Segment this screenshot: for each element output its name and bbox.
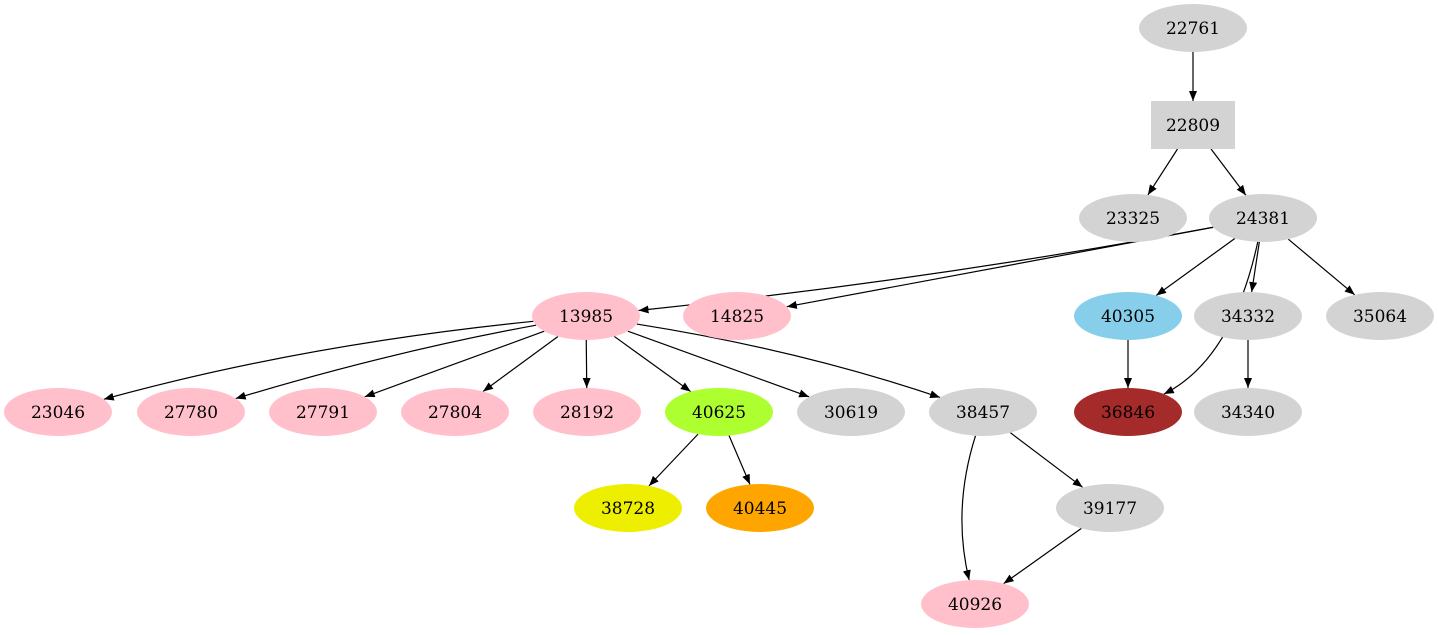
node-label: 14825 [710, 307, 764, 327]
edge-13985-30619 [627, 330, 810, 398]
node-shape [4, 388, 112, 436]
edge-24381-40305 [1155, 237, 1236, 297]
node-23046[interactable]: 23046 [4, 388, 112, 436]
node-label: 38457 [956, 403, 1010, 423]
node-shape [1139, 4, 1247, 52]
node-shape [574, 484, 682, 532]
edge-13985-27791 [364, 330, 545, 398]
node-40445[interactable]: 40445 [706, 484, 814, 532]
node-label: 36846 [1101, 403, 1155, 423]
node-30619[interactable]: 30619 [797, 388, 905, 436]
node-34340[interactable]: 34340 [1194, 388, 1302, 436]
node-shape [665, 388, 773, 436]
node-23325[interactable]: 23325 [1079, 194, 1187, 242]
node-shape [1079, 194, 1187, 242]
node-24381[interactable]: 24381 [1209, 194, 1317, 242]
edge-13985-40625 [613, 335, 692, 393]
node-shape [921, 580, 1029, 628]
node-34332[interactable]: 34332 [1194, 292, 1302, 340]
node-label: 30619 [824, 403, 878, 423]
node-40305[interactable]: 40305 [1074, 292, 1182, 340]
edge-40625-40445 [728, 435, 751, 485]
edge-13985-23046 [103, 320, 534, 401]
edge-39177-40926 [1003, 527, 1082, 585]
node-shape [706, 484, 814, 532]
node-label: 40445 [733, 499, 787, 519]
node-14825[interactable]: 14825 [683, 292, 791, 340]
node-shape [1194, 388, 1302, 436]
node-label: 39177 [1083, 499, 1137, 519]
node-label: 34340 [1221, 403, 1275, 423]
node-shape [1074, 292, 1182, 340]
node-label: 27780 [164, 403, 218, 423]
node-shape [797, 388, 905, 436]
node-label: 22761 [1166, 19, 1220, 39]
node-22761[interactable]: 22761 [1139, 4, 1247, 52]
node-label: 27804 [428, 403, 482, 423]
node-27804[interactable]: 27804 [401, 388, 509, 436]
edge-22809-23325 [1147, 148, 1179, 196]
edge-24381-36846 [1163, 241, 1259, 395]
edge-13985-27804 [482, 336, 559, 392]
node-35064[interactable]: 35064 [1326, 292, 1434, 340]
node-36846[interactable]: 36846 [1074, 388, 1182, 436]
node-shape [1209, 194, 1317, 242]
node-label: 23325 [1106, 209, 1160, 229]
edge-13985-27780 [235, 324, 537, 400]
edge-13985-38457 [636, 323, 941, 399]
node-27791[interactable]: 27791 [269, 388, 377, 436]
node-shape [533, 388, 641, 436]
edge-24381-35064 [1287, 238, 1356, 296]
node-label: 40926 [948, 595, 1002, 615]
edge-38457-39177 [1010, 432, 1083, 488]
node-label: 13985 [559, 307, 613, 327]
node-27780[interactable]: 27780 [137, 388, 245, 436]
node-39177[interactable]: 39177 [1056, 484, 1164, 532]
node-shape [401, 388, 509, 436]
node-shape [269, 388, 377, 436]
node-shape [1326, 292, 1434, 340]
node-shape [683, 292, 791, 340]
node-38728[interactable]: 38728 [574, 484, 682, 532]
node-label: 28192 [560, 403, 614, 423]
node-22809[interactable]: 22809 [1151, 101, 1235, 149]
node-38457[interactable]: 38457 [929, 388, 1037, 436]
node-shape [137, 388, 245, 436]
node-label: 34332 [1221, 307, 1275, 327]
node-shape [1194, 292, 1302, 340]
edge-40625-38728 [648, 433, 699, 487]
edge-38457-40926 [961, 435, 977, 581]
edge-24381-34332 [1249, 241, 1260, 293]
node-shape [1056, 484, 1164, 532]
node-40926[interactable]: 40926 [921, 580, 1029, 628]
node-shape [1074, 388, 1182, 436]
node-label: 22809 [1166, 116, 1220, 136]
node-label: 38728 [601, 499, 655, 519]
node-13985[interactable]: 13985 [532, 292, 640, 340]
node-shape [1151, 101, 1235, 149]
edge-22809-24381 [1210, 148, 1247, 196]
node-shape [929, 388, 1037, 436]
node-label: 23046 [31, 403, 85, 423]
node-label: 27791 [296, 403, 350, 423]
node-label: 35064 [1353, 307, 1407, 327]
node-label: 40625 [692, 403, 746, 423]
node-40625[interactable]: 40625 [665, 388, 773, 436]
node-label: 40305 [1101, 307, 1155, 327]
nodes: 22761 22809 23325 24381 13985 14825 40305 34332… [4, 4, 1434, 628]
node-label: 24381 [1236, 209, 1290, 229]
node-shape [532, 292, 640, 340]
node-28192[interactable]: 28192 [533, 388, 641, 436]
edges [103, 52, 1356, 585]
edge-13985-28192 [582, 339, 591, 389]
